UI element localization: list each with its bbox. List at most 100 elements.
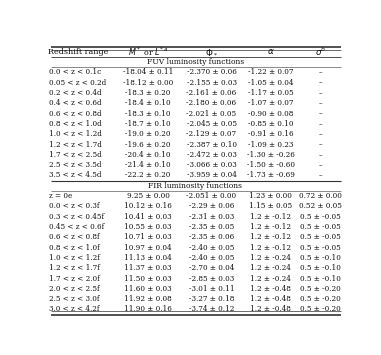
Text: 0.5 ± -0.05: 0.5 ± -0.05 [300,213,341,221]
Text: -2.180 ± 0.06: -2.180 ± 0.06 [186,99,237,107]
Text: -1.07 ± 0.07: -1.07 ± 0.07 [248,99,293,107]
Text: 0.5 ± -0.05: 0.5 ± -0.05 [300,233,341,241]
Text: 1.2 ± -0.24: 1.2 ± -0.24 [250,274,291,283]
Text: -18.04 ± 0.11: -18.04 ± 0.11 [123,69,173,76]
Text: -1.09 ± 0.23: -1.09 ± 0.23 [248,141,293,149]
Text: -1.73 ± -0.69: -1.73 ± -0.69 [247,171,295,180]
Text: 10.97 ± 0.04: 10.97 ± 0.04 [124,244,172,252]
Text: -2.155 ± 0.03: -2.155 ± 0.03 [187,79,237,87]
Text: -1.17 ± 0.05: -1.17 ± 0.05 [248,89,293,97]
Text: –: – [319,120,323,128]
Text: 0.8 < z < 1.0f: 0.8 < z < 1.0f [49,244,100,252]
Text: 0.45 < z < 0.6f: 0.45 < z < 0.6f [49,223,104,231]
Text: 1.2 ± -0.12: 1.2 ± -0.12 [250,223,291,231]
Text: 0.05 < z < 0.2d: 0.05 < z < 0.2d [49,79,106,87]
Text: -2.021 ± 0.05: -2.021 ± 0.05 [186,110,237,118]
Text: -3.066 ± 0.03: -3.066 ± 0.03 [187,161,236,169]
Text: 0.2 < z < 0.4d: 0.2 < z < 0.4d [49,89,102,97]
Text: -1.50 ± -0.60: -1.50 ± -0.60 [247,161,295,169]
Text: -2.370 ± 0.06: -2.370 ± 0.06 [187,69,237,76]
Text: -18.3 ± 0.20: -18.3 ± 0.20 [125,89,171,97]
Text: -1.30 ± -0.26: -1.30 ± -0.26 [247,151,295,159]
Text: 2.5 < z < 3.0f: 2.5 < z < 3.0f [49,295,99,303]
Text: 11.90 ± 0.16: 11.90 ± 0.16 [124,305,172,313]
Text: 10.71 ± 0.03: 10.71 ± 0.03 [124,233,172,241]
Text: 1.2 < z < 1.7f: 1.2 < z < 1.7f [49,264,100,272]
Text: 11.60 ± 0.03: 11.60 ± 0.03 [124,285,172,293]
Text: 0.6 < z < 0.8d: 0.6 < z < 0.8d [49,110,102,118]
Text: -2.40 ± 0.05: -2.40 ± 0.05 [189,254,234,262]
Text: -2.051 ± 0.00: -2.051 ± 0.00 [186,192,237,200]
Text: $\alpha$: $\alpha$ [267,47,274,56]
Text: 1.2 ± -0.24: 1.2 ± -0.24 [250,264,291,272]
Text: –: – [319,130,323,138]
Text: -18.4 ± 0.10: -18.4 ± 0.10 [125,99,171,107]
Text: -2.129 ± 0.07: -2.129 ± 0.07 [186,130,237,138]
Text: -22.2 ± 0.20: -22.2 ± 0.20 [125,171,171,180]
Text: -2.387 ± 0.10: -2.387 ± 0.10 [187,141,237,149]
Text: 0.6 < z < 0.8f: 0.6 < z < 0.8f [49,233,100,241]
Text: 2.5 < z < 3.5d: 2.5 < z < 3.5d [49,161,102,169]
Text: 0.0 < z < 0.1c: 0.0 < z < 0.1c [49,69,101,76]
Text: 0.4 < z < 0.6d: 0.4 < z < 0.6d [49,99,102,107]
Text: 0.5 ± -0.20: 0.5 ± -0.20 [300,295,341,303]
Text: 0.5 ± -0.05: 0.5 ± -0.05 [300,223,341,231]
Text: 1.0 < z < 1.2d: 1.0 < z < 1.2d [49,130,102,138]
Text: -2.85 ± 0.03: -2.85 ± 0.03 [189,274,234,283]
Text: Redshift range: Redshift range [48,48,109,56]
Text: 10.12 ± 0.16: 10.12 ± 0.16 [124,202,172,211]
Text: $\sigma^b$: $\sigma^b$ [315,46,327,58]
Text: -19.0 ± 0.20: -19.0 ± 0.20 [125,130,171,138]
Text: 0.72 ± 0.00: 0.72 ± 0.00 [299,192,342,200]
Text: 3.5 < z < 4.5d: 3.5 < z < 4.5d [49,171,102,180]
Text: –: – [319,151,323,159]
Text: -3.27 ± 0.18: -3.27 ± 0.18 [189,295,234,303]
Text: 1.2 ± -0.48: 1.2 ± -0.48 [250,285,291,293]
Text: 1.2 ± -0.48: 1.2 ± -0.48 [250,305,291,313]
Text: -3.959 ± 0.04: -3.959 ± 0.04 [187,171,237,180]
Text: FIR luminosity functions: FIR luminosity functions [148,182,242,190]
Text: -18.7 ± 0.10: -18.7 ± 0.10 [125,120,171,128]
Text: -3.01 ± 0.11: -3.01 ± 0.11 [189,285,234,293]
Text: 1.2 ± -0.24: 1.2 ± -0.24 [250,254,291,262]
Text: 11.37 ± 0.03: 11.37 ± 0.03 [124,264,172,272]
Text: 0.5 ± -0.20: 0.5 ± -0.20 [300,305,341,313]
Text: 1.23 ± 0.00: 1.23 ± 0.00 [249,192,292,200]
Text: 3.0 < z < 4.2f: 3.0 < z < 4.2f [49,305,99,313]
Text: 2.0 < z < 2.5f: 2.0 < z < 2.5f [49,285,100,293]
Text: -3.74 ± 0.12: -3.74 ± 0.12 [189,305,234,313]
Text: 1.7 < z < 2.0f: 1.7 < z < 2.0f [49,274,100,283]
Text: -18.12 ± 0.00: -18.12 ± 0.00 [123,79,173,87]
Text: -2.40 ± 0.05: -2.40 ± 0.05 [189,244,234,252]
Text: 1.15 ± 0.05: 1.15 ± 0.05 [249,202,292,211]
Text: 0.5 ± -0.10: 0.5 ± -0.10 [300,254,341,262]
Text: 1.0 < z < 1.2f: 1.0 < z < 1.2f [49,254,100,262]
Text: –: – [319,161,323,169]
Text: 10.55 ± 0.03: 10.55 ± 0.03 [124,223,172,231]
Text: 0.3 < z < 0.45f: 0.3 < z < 0.45f [49,213,104,221]
Text: 9.25 ± 0.00: 9.25 ± 0.00 [126,192,170,200]
Text: 0.5 ± -0.05: 0.5 ± -0.05 [300,244,341,252]
Text: -2.70 ± 0.04: -2.70 ± 0.04 [189,264,234,272]
Text: -2.045 ± 0.05: -2.045 ± 0.05 [187,120,237,128]
Text: 0.8 < z < 1.0d: 0.8 < z < 1.0d [49,120,102,128]
Text: -18.3 ± 0.10: -18.3 ± 0.10 [125,110,171,118]
Text: 1.2 < z < 1.7d: 1.2 < z < 1.7d [49,141,102,149]
Text: -2.35 ± 0.05: -2.35 ± 0.05 [189,223,234,231]
Text: $\Phi_*$: $\Phi_*$ [205,47,218,56]
Text: 0.5 ± -0.10: 0.5 ± -0.10 [300,274,341,283]
Text: –: – [319,79,323,87]
Text: -0.85 ± 0.10: -0.85 ± 0.10 [248,120,293,128]
Text: –: – [319,110,323,118]
Text: -0.91 ± 0.16: -0.91 ± 0.16 [248,130,293,138]
Text: -19.6 ± 0.20: -19.6 ± 0.20 [125,141,171,149]
Text: –: – [319,99,323,107]
Text: -2.29 ± 0.06: -2.29 ± 0.06 [189,202,234,211]
Text: 1.2 ± -0.12: 1.2 ± -0.12 [250,244,291,252]
Text: 0.5 ± -0.20: 0.5 ± -0.20 [300,285,341,293]
Text: 1.7 < z < 2.5d: 1.7 < z < 2.5d [49,151,102,159]
Text: 1.2 ± -0.48: 1.2 ± -0.48 [250,295,291,303]
Text: -0.90 ± 0.08: -0.90 ± 0.08 [248,110,293,118]
Text: -1.22 ± 0.07: -1.22 ± 0.07 [248,69,293,76]
Text: z = 0e: z = 0e [49,192,72,200]
